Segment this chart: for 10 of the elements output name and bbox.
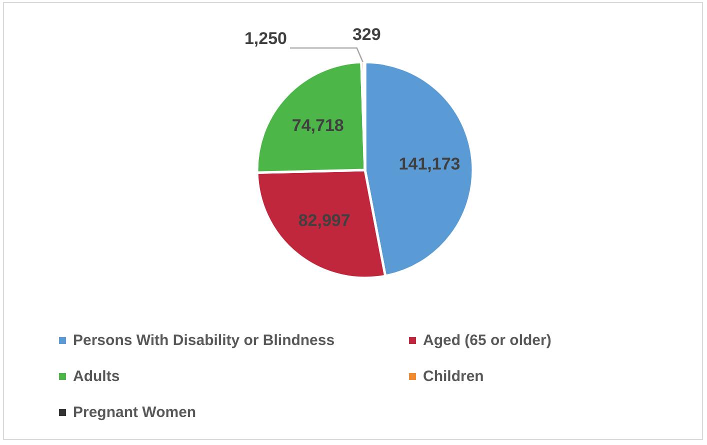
legend-label: Children	[423, 368, 484, 384]
data-label: 74,718	[292, 116, 344, 136]
legend-label: Pregnant Women	[73, 404, 196, 420]
legend-label: Persons With Disability or Blindness	[73, 332, 335, 348]
legend-label: Aged (65 or older)	[423, 332, 552, 348]
data-label: 1,250	[244, 29, 287, 48]
data-label: 141,173	[398, 154, 460, 174]
data-label: 82,997	[298, 210, 350, 230]
legend-label: Adults	[73, 368, 120, 384]
data-label: 329	[352, 25, 381, 44]
